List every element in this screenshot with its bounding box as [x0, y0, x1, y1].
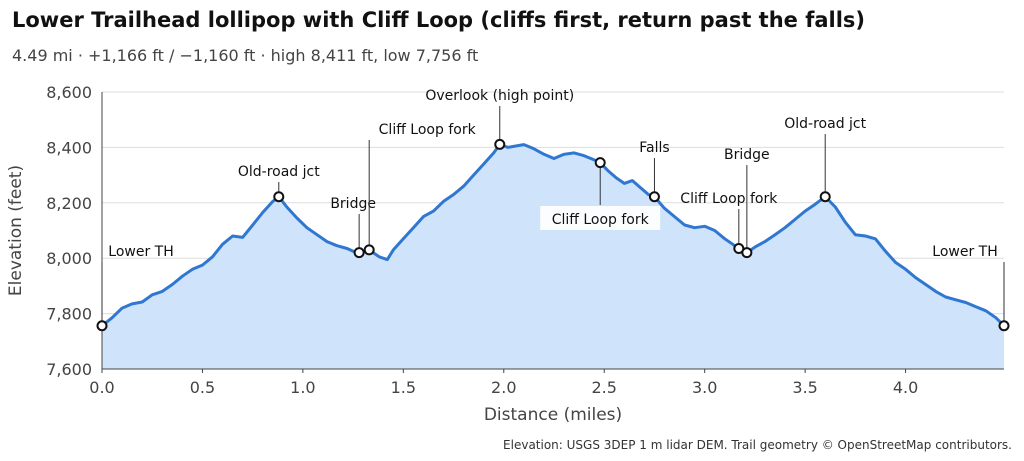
y-tick-label: 8,400 — [46, 138, 92, 157]
x-axis-label: Distance (miles) — [484, 405, 622, 425]
waypoint: Bridge — [724, 147, 770, 259]
waypoint: Overlook (high point) — [425, 88, 574, 150]
waypoint-label-bg — [540, 206, 661, 230]
waypoint: Cliff Loop fork — [363, 122, 477, 256]
waypoint-layer: Lower TH Old-road jct Bridge Cliff Loop for… — [96, 88, 1010, 332]
x-tick-label: 3.5 — [792, 378, 817, 397]
waypoint-marker — [353, 247, 365, 259]
waypoint-marker — [648, 191, 660, 203]
waypoint-label: Cliff Loop fork — [379, 122, 477, 138]
chart-subtitle: 4.49 mi · +1,166 ft / −1,160 ft · high 8… — [12, 46, 479, 65]
x-tick-label: 4.0 — [893, 378, 918, 397]
waypoint-marker — [273, 191, 285, 203]
x-tick-label: 0.0 — [89, 378, 114, 397]
waypoint-marker — [494, 138, 506, 150]
area-layer — [101, 142, 1006, 369]
waypoint: Lower TH — [96, 244, 174, 332]
waypoint: Cliff Loop fork — [680, 191, 778, 255]
x-tick-label: 1.0 — [290, 378, 315, 397]
elevation-line — [101, 142, 1006, 327]
waypoint-marker — [363, 244, 375, 256]
waypoint-marker — [998, 320, 1010, 332]
waypoint-label: Falls — [639, 140, 669, 156]
waypoint: Old-road jct — [784, 116, 867, 203]
waypoint: Cliff Loop fork — [540, 157, 661, 230]
y-tick-label: 8,200 — [46, 194, 92, 213]
y-axis-label: Elevation (feet) — [6, 165, 26, 296]
waypoint-label: Old-road jct — [238, 164, 320, 180]
y-tick-label: 8,600 — [46, 83, 92, 102]
waypoint-marker — [594, 157, 606, 169]
x-tick-label: 3.0 — [692, 378, 717, 397]
waypoint-label: Bridge — [724, 147, 770, 163]
waypoint-marker — [96, 320, 108, 332]
data-credit: Elevation: USGS 3DEP 1 m lidar DEM. Trai… — [503, 438, 1012, 452]
elevation-area — [102, 144, 1004, 369]
waypoint-label: Lower TH — [108, 244, 173, 260]
chart-title: Lower Trailhead lollipop with Cliff Loop… — [12, 8, 866, 32]
waypoint: Old-road jct — [238, 164, 320, 203]
waypoint-label: Old-road jct — [784, 116, 866, 132]
waypoint-marker — [741, 247, 753, 259]
waypoint-label: Bridge — [330, 196, 376, 212]
waypoint-label: Cliff Loop fork — [680, 191, 778, 207]
waypoint: Falls — [639, 140, 670, 203]
waypoint-marker — [819, 191, 831, 203]
waypoint-label: Overlook (high point) — [425, 88, 574, 104]
x-tick-label: 1.5 — [391, 378, 416, 397]
waypoint: Lower TH — [932, 244, 1010, 332]
y-tick-label: 7,600 — [46, 360, 92, 379]
waypoint: Bridge — [330, 196, 376, 259]
waypoint-label: Lower TH — [932, 244, 997, 260]
x-tick-label: 2.0 — [491, 378, 516, 397]
y-tick-label: 7,800 — [46, 305, 92, 324]
waypoint-label: Cliff Loop fork — [552, 212, 650, 228]
x-tick-label: 0.5 — [190, 378, 215, 397]
y-tick-label: 8,000 — [46, 249, 92, 268]
x-tick-label: 2.5 — [592, 378, 617, 397]
axis-layer: 7,600 7,800 8,000 8,200 8,400 8,600 0.0 0.5 1.0 1… — [46, 83, 1004, 397]
